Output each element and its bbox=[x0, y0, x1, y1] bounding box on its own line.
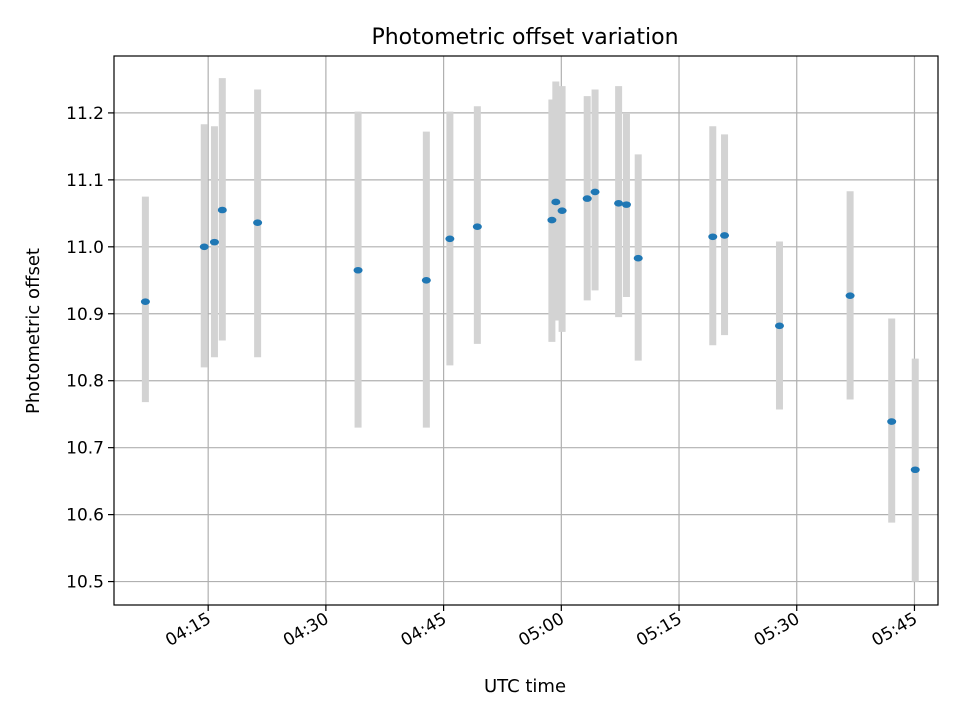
y-tick-label: 11.1 bbox=[66, 171, 104, 191]
y-axis-ticks: 10.5 10.6 10.7 10.8 10.9 11.0 11.1 11.2 bbox=[66, 104, 114, 593]
data-point bbox=[845, 292, 855, 299]
data-point bbox=[209, 238, 219, 246]
data-point bbox=[217, 206, 227, 214]
data-point bbox=[910, 466, 920, 474]
data-point bbox=[199, 243, 209, 251]
data-point bbox=[590, 188, 600, 196]
data-point bbox=[421, 276, 431, 284]
data-point bbox=[551, 198, 561, 206]
data-point bbox=[774, 322, 784, 330]
plot-area bbox=[114, 56, 938, 605]
y-tick-label: 11.0 bbox=[66, 238, 104, 258]
y-tick-label: 10.9 bbox=[66, 305, 104, 325]
y-axis-label: Photometric offset bbox=[23, 248, 44, 414]
data-points bbox=[140, 188, 920, 474]
data-point bbox=[547, 216, 557, 224]
data-point bbox=[140, 298, 150, 306]
data-point bbox=[253, 219, 263, 227]
y-tick-label: 10.5 bbox=[66, 573, 104, 593]
chart-title: Photometric offset variation bbox=[371, 25, 678, 50]
data-point bbox=[353, 266, 363, 274]
y-tick-label: 10.6 bbox=[66, 506, 104, 526]
data-point bbox=[582, 195, 592, 202]
grid bbox=[114, 56, 938, 605]
y-tick-label: 10.8 bbox=[66, 372, 104, 392]
data-point bbox=[887, 418, 897, 425]
data-point bbox=[614, 199, 624, 207]
data-point bbox=[621, 201, 631, 208]
plot-frame bbox=[113, 55, 939, 606]
y-tick-label: 11.2 bbox=[66, 104, 104, 124]
data-point bbox=[472, 223, 482, 231]
data-point bbox=[720, 232, 730, 239]
y-tick-label: 10.7 bbox=[66, 439, 104, 459]
data-point bbox=[557, 207, 567, 214]
x-axis-label: UTC time bbox=[484, 676, 566, 697]
data-point bbox=[708, 233, 718, 241]
data-point bbox=[445, 235, 455, 243]
data-point bbox=[633, 254, 643, 262]
